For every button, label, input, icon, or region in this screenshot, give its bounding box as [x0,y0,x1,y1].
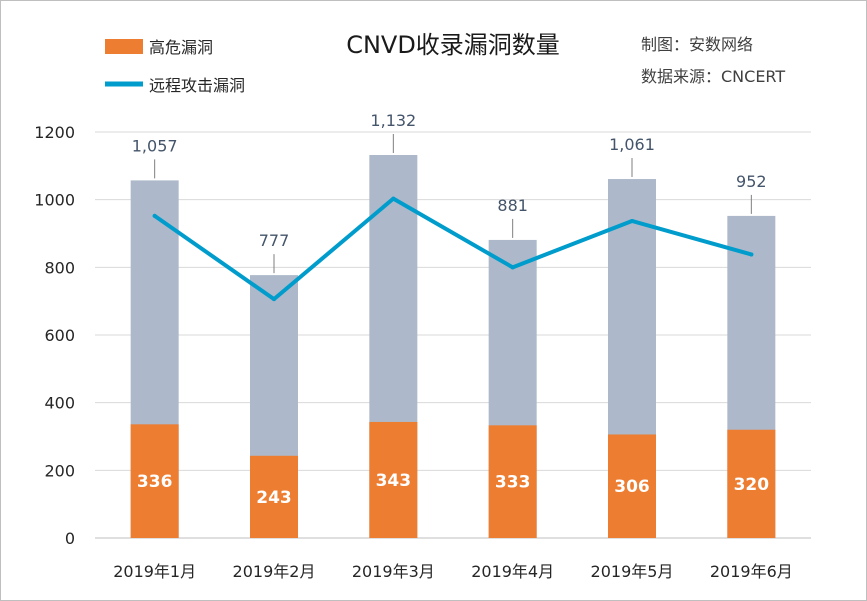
high-risk-bar [369,421,418,538]
total-data-label: 1,057 [132,136,178,155]
x-tick-label: 2019年4月 [471,562,554,581]
credit-note: 制图：安数网络 [641,35,753,54]
data-labels: 1,057 336 777 243 1,132 343 881 333 1,061 306 952 3… [132,111,769,508]
total-data-label: 1,132 [370,111,416,130]
total-data-label: 881 [497,196,528,215]
total-data-label: 777 [259,231,290,250]
legend-high-label: 高危漏洞 [149,38,213,57]
high-risk-bar [250,455,298,538]
remote-attack-line [152,196,754,302]
high-risk-bar [488,425,537,538]
grid-lines [95,131,811,539]
x-tick-label: 2019年1月 [113,562,196,581]
y-tick-label: 1000 [34,191,75,210]
line-point [152,213,157,218]
total-data-label: 1,061 [609,135,655,154]
high-risk-data-label: 320 [734,475,770,495]
line-point [272,297,276,302]
legend-line-label: 远程攻击漏洞 [149,76,245,95]
y-tick-label: 600 [44,326,75,345]
high-risk-bar [130,424,179,538]
y-tick-label: 400 [44,394,75,413]
high-risk-bar [608,434,656,538]
x-tick-label: 2019年3月 [352,562,435,581]
line-point [391,196,396,201]
legend: 高危漏洞 远程攻击漏洞 [105,38,245,95]
high-risk-data-label: 306 [614,477,650,497]
total-bars [130,155,776,539]
high-risk-data-label: 243 [256,488,292,508]
line-point [510,265,515,270]
y-tick-label: 1200 [34,123,75,142]
x-tick-label: 2019年2月 [233,562,316,581]
x-axis-ticks: 2019年1月 2019年2月 2019年3月 2019年4月 2019年5月 2019年… [113,562,793,581]
x-tick-label: 2019年5月 [591,562,674,581]
remote-attack-polyline [152,196,754,302]
line-point [630,218,634,223]
y-tick-label: 0 [65,529,75,548]
high-risk-bars [130,421,776,538]
line-point [749,252,754,257]
y-tick-label: 800 [44,258,75,277]
high-risk-bar [727,429,776,538]
total-data-label: 952 [736,172,767,191]
y-tick-label: 200 [44,461,75,480]
legend-high-swatch [105,39,143,54]
x-tick-label: 2019年6月 [710,562,793,581]
y-axis-ticks: 0 200 400 600 800 1000 1200 [34,123,75,548]
high-risk-data-label: 336 [137,472,173,492]
high-risk-data-label: 343 [376,471,412,491]
chart-title: CNVD收录漏洞数量 [346,31,560,59]
high-risk-data-label: 333 [495,473,531,493]
source-note: 数据来源：CNCERT [641,67,785,86]
